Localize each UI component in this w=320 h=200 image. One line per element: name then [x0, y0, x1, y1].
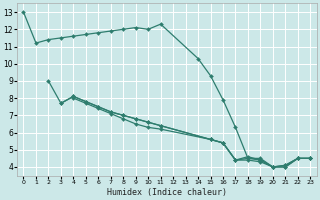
X-axis label: Humidex (Indice chaleur): Humidex (Indice chaleur): [107, 188, 227, 197]
